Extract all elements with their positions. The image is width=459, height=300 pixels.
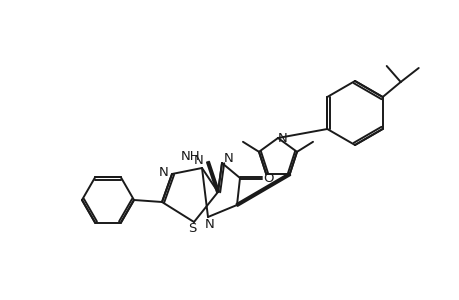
Text: S: S [187, 223, 196, 236]
Text: N: N [159, 166, 168, 178]
Text: N: N [278, 131, 287, 145]
Text: N: N [205, 218, 214, 230]
Text: N: N [194, 154, 203, 166]
Text: N: N [224, 152, 233, 164]
Text: O: O [263, 172, 274, 184]
Text: NH: NH [180, 149, 200, 163]
